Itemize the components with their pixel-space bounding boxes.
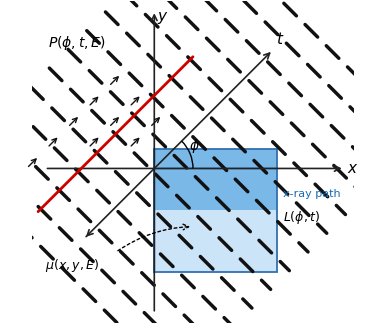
Bar xyxy=(154,149,277,272)
Text: t: t xyxy=(276,32,282,47)
Text: $L(\phi, t)$: $L(\phi, t)$ xyxy=(283,209,320,226)
Text: $P(\phi, t, E)$: $P(\phi, t, E)$ xyxy=(48,34,105,52)
Text: x-ray path: x-ray path xyxy=(283,189,341,199)
Bar xyxy=(154,149,277,210)
Text: x: x xyxy=(348,161,357,176)
Bar xyxy=(154,210,277,272)
Text: y: y xyxy=(157,9,166,24)
Text: $\phi$: $\phi$ xyxy=(189,137,200,155)
Text: $\mu(x, y, E)$: $\mu(x, y, E)$ xyxy=(45,257,99,274)
